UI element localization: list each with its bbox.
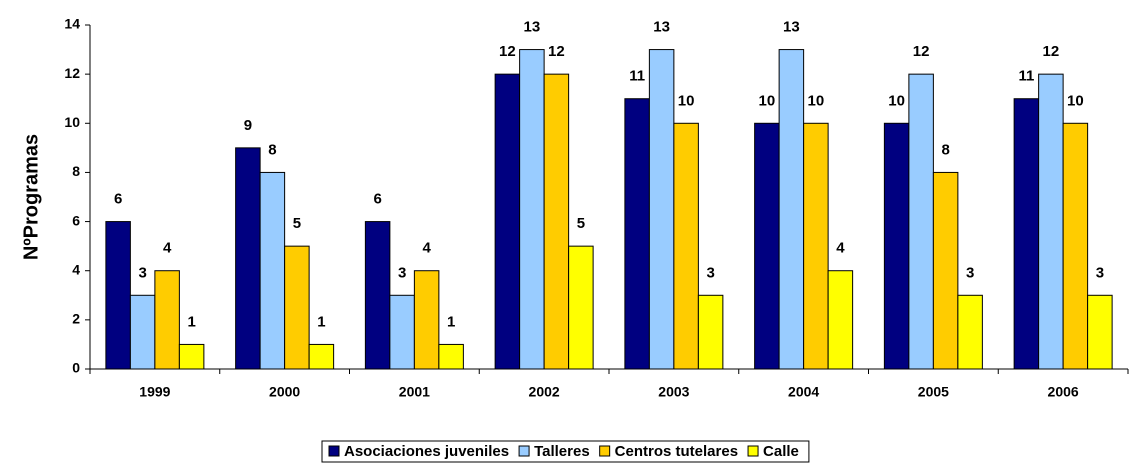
x-tick-label: 2002 [529,384,560,400]
value-label: 9 [244,117,252,134]
value-label: 3 [966,264,974,281]
x-tick-label: 2004 [788,384,819,400]
bar [129,294,156,370]
legend-swatch [328,445,340,457]
value-label: 8 [941,141,949,158]
bar [1013,98,1040,370]
bar [697,294,724,370]
value-label: 1 [317,313,325,330]
bar [438,343,464,370]
value-label: 4 [836,240,845,257]
legend-swatch [599,445,611,457]
value-label: 8 [268,141,276,158]
value-label: 1 [447,313,455,330]
y-tick-label: 0 [72,360,80,376]
value-label: 10 [808,92,825,109]
y-tick-label: 12 [64,65,80,81]
bar [154,270,180,370]
y-axis-label: NºProgramas [20,134,42,260]
y-tick-label: 8 [72,163,80,179]
legend-swatch [747,445,759,457]
y-tick-label: 4 [72,261,80,277]
y-tick-label: 6 [72,212,80,228]
x-tick-label: 2005 [918,384,949,400]
bar [754,122,780,370]
value-label: 3 [1096,264,1104,281]
value-label: 13 [783,19,800,36]
value-label: 1 [187,313,195,330]
value-label: 12 [499,43,516,60]
bar [883,122,910,370]
value-label: 10 [1067,92,1084,109]
value-label: 5 [293,215,301,232]
bar [389,294,415,370]
bar [543,73,570,370]
y-tick-label: 10 [64,114,80,130]
bar [1087,294,1113,370]
bar [308,343,335,370]
value-label: 3 [138,264,146,281]
legend-swatch [518,445,530,457]
legend-label: Talleres [534,443,590,460]
bar [1062,122,1089,370]
bar [105,221,131,370]
bar [519,49,545,370]
value-label: 13 [524,19,541,36]
value-label: 12 [913,43,930,60]
value-label: 10 [759,92,776,109]
bar [957,294,983,370]
bar [235,147,261,370]
bar [178,343,205,370]
value-label: 13 [653,19,670,36]
y-tick-label: 14 [64,16,80,32]
value-label: 6 [114,191,122,208]
bar [413,270,440,370]
x-tick-label: 2006 [1048,384,1079,400]
value-label: 11 [1018,68,1034,85]
bar [827,270,854,370]
bar [284,245,310,370]
x-tick-label: 1999 [139,384,170,400]
y-tick-label: 2 [72,311,80,327]
value-label: 12 [548,43,565,60]
value-label: 11 [629,68,645,85]
x-tick-label: 2001 [399,384,430,400]
legend-label: Calle [763,443,799,460]
value-label: 5 [577,215,585,232]
value-label: 10 [888,92,905,109]
bar [932,171,959,370]
bar [568,245,594,370]
bar [1038,73,1064,370]
bar [908,73,934,370]
value-label: 4 [163,240,172,257]
bar [259,171,286,370]
bar [778,49,805,370]
bar [803,122,829,370]
bar [624,98,650,370]
bar [673,122,699,370]
bar [648,49,675,370]
value-label: 10 [678,92,695,109]
value-label: 12 [1043,43,1060,60]
bar [494,73,521,370]
x-tick-label: 2000 [269,384,300,400]
legend-box [321,440,810,463]
value-label: 3 [398,264,406,281]
value-label: 6 [373,191,381,208]
value-label: 4 [422,240,431,257]
bar [364,221,391,370]
legend-label: Centros tutelares [615,443,738,460]
value-label: 3 [706,264,714,281]
legend-label: Asociaciones juveniles [344,443,509,460]
x-tick-label: 2003 [658,384,689,400]
